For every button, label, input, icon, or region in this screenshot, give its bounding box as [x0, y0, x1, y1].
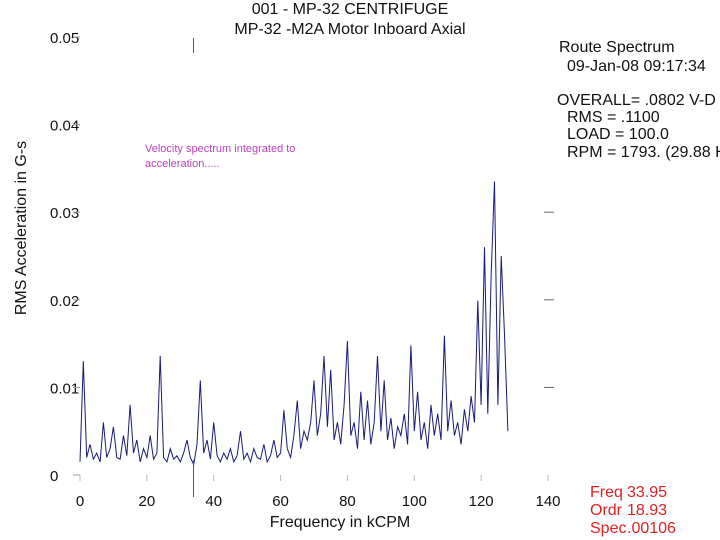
- cursor-name: Freq: [590, 484, 623, 501]
- x-tick-label: 40: [205, 493, 222, 510]
- x-tick-label: 60: [272, 493, 289, 510]
- chart-title: 001 - MP-32 CENTRIFUGE: [252, 1, 448, 18]
- cursor-name: Ordr: [590, 502, 623, 519]
- info-text: RMS = .1100: [567, 109, 660, 126]
- chart-subtitle: MP-32 -M2A Motor Inboard Axial: [234, 21, 465, 38]
- info-text: Route Spectrum: [559, 39, 675, 56]
- x-tick-label: 120: [469, 493, 494, 510]
- x-tick-label: 140: [535, 493, 560, 510]
- y-tick-label: 0.05: [50, 30, 79, 47]
- x-tick-label: 80: [339, 493, 356, 510]
- info-text: RPM = 1793. (29.88 H: [567, 144, 720, 161]
- y-tick-label: 0.03: [50, 205, 79, 222]
- spectrum-line: [79, 181, 509, 467]
- x-tick-label: 20: [139, 493, 156, 510]
- y-tick-label: 0: [50, 468, 58, 485]
- y-tick-label: 0.04: [50, 118, 79, 135]
- annotation: acceleration.....: [145, 158, 220, 170]
- annotation: Velocity spectrum integrated to: [145, 143, 295, 155]
- y-tick-label: 0.01: [50, 380, 79, 397]
- y-axis-label: RMS Acceleration in G-s: [13, 141, 30, 315]
- cursor-value: .00106: [627, 520, 676, 537]
- cursor-value: 33.95: [627, 484, 667, 501]
- x-tick-label: 0: [76, 493, 84, 510]
- info-text: 09-Jan-08 09:17:34: [567, 58, 706, 75]
- y-tick-label: 0.02: [50, 293, 79, 310]
- info-text: OVERALL= .0802 V-D: [557, 92, 716, 109]
- x-tick-label: 100: [402, 493, 427, 510]
- cursor-value: 18.93: [627, 502, 667, 519]
- info-text: LOAD = 100.0: [567, 126, 669, 143]
- x-axis-label: Frequency in kCPM: [270, 514, 411, 531]
- cursor-name: Spec: [590, 520, 626, 537]
